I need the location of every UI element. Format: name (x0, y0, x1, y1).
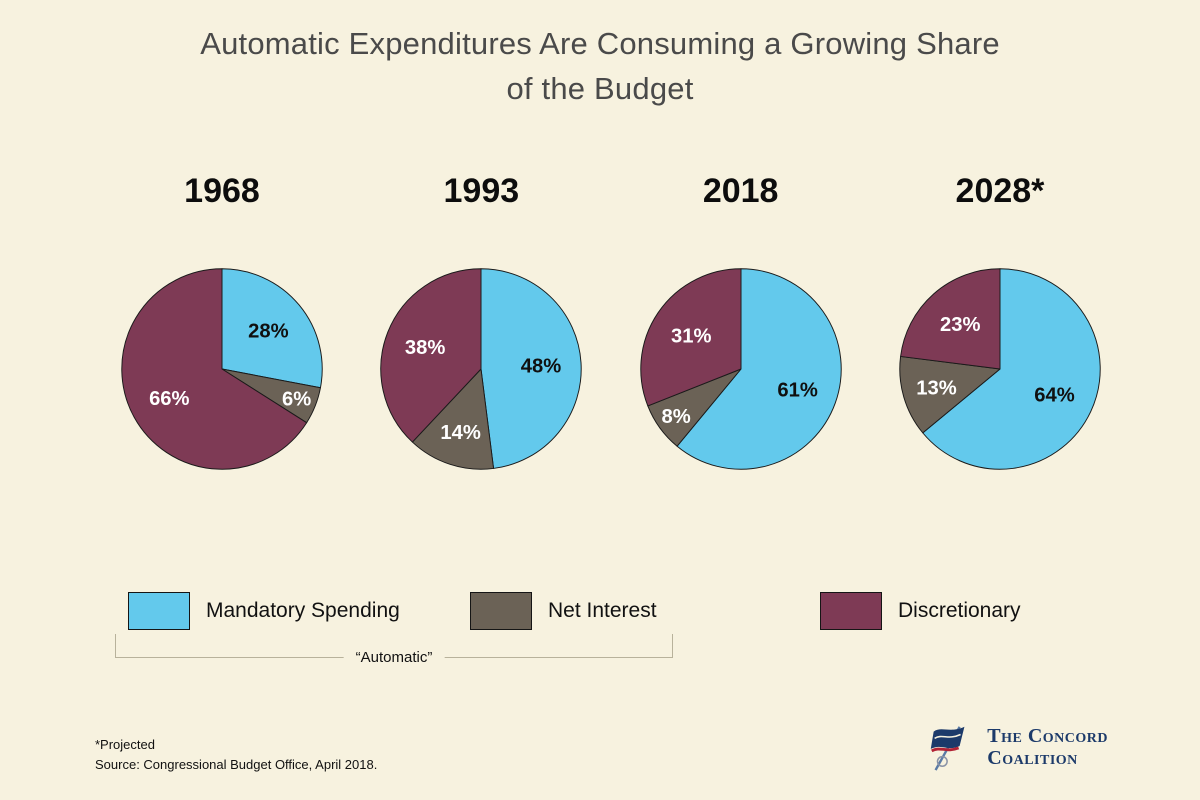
legend-item-net-interest: Net Interest (470, 592, 657, 630)
pie-chart-1993: 48% 14% 38% (375, 263, 587, 475)
footnotes: *Projected Source: Congressional Budget … (95, 735, 377, 775)
pie-block-1968: 1968 28% 6% 66% (111, 172, 333, 475)
concord-coalition-logo: The Concord Coalition (923, 722, 1108, 772)
pie-chart-2028: 64% 13% 23% (894, 263, 1106, 475)
legend-label-mandatory: Mandatory Spending (206, 599, 400, 622)
pie-slice-discretionary (900, 268, 1001, 370)
legend-item-mandatory: Mandatory Spending (128, 592, 400, 630)
pie-slice-mandatory (676, 268, 842, 470)
pie-slice-discretionary (380, 268, 482, 443)
automatic-bracket: “Automatic” (115, 634, 673, 666)
pie-slice-label-net_interest: 14% (441, 422, 481, 444)
chart-title: Automatic Expenditures Are Consuming a G… (0, 22, 1200, 112)
pie-slice-label-mandatory: 61% (777, 379, 817, 401)
pie-slice-label-discretionary: 23% (940, 314, 980, 336)
pie-slice-discretionary (639, 268, 742, 407)
pie-slice-label-mandatory: 48% (521, 355, 561, 377)
pie-slice-label-net_interest: 13% (916, 377, 956, 399)
pie-slice-mandatory (480, 268, 582, 469)
pie-slice-label-discretionary: 38% (405, 337, 445, 359)
logo-text-line2: Coalition (987, 747, 1078, 769)
pie-charts-row: 1968 28% 6% 66% 1993 48% 14% 38% 2018 61% 8% 3… (111, 172, 1111, 475)
footnote-projected: *Projected (95, 737, 155, 752)
legend-swatch-net-interest (470, 592, 532, 630)
pie-slice-discretionary (121, 268, 308, 470)
pie-block-2028: 2028* 64% 13% 23% (889, 172, 1111, 475)
legend-label-discretionary: Discretionary (898, 599, 1021, 622)
pie-year-label-2028: 2028* (955, 172, 1045, 210)
legend-swatch-discretionary (820, 592, 882, 630)
automatic-bracket-label: “Automatic” (343, 649, 445, 666)
pie-slice-label-net_interest: 6% (282, 389, 311, 411)
pie-chart-1968: 28% 6% 66% (116, 263, 328, 475)
pie-slice-label-discretionary: 31% (671, 325, 711, 347)
pie-year-label-2018: 2018 (702, 172, 779, 210)
legend-swatch-mandatory (128, 592, 190, 630)
logo-text-line1: The Concord (987, 725, 1108, 747)
concord-coalition-logo-icon (931, 726, 965, 771)
chart-title-line2: of the Budget (506, 70, 694, 106)
pie-year-label-1993: 1993 (443, 172, 520, 210)
footnote-source: Source: Congressional Budget Office, Apr… (95, 757, 378, 773)
pie-slice-label-discretionary: 66% (149, 388, 189, 410)
pie-slice-net_interest (899, 355, 1001, 434)
concord-coalition-logo-text: The Concord Coalition (987, 725, 1108, 769)
pie-slice-label-mandatory: 64% (1034, 385, 1074, 407)
pie-block-2018: 2018 61% 8% 31% (630, 172, 852, 475)
pie-slice-mandatory (922, 268, 1101, 470)
chart-title-line1: Automatic Expenditures Are Consuming a G… (200, 26, 1000, 61)
legend-label-net-interest: Net Interest (548, 599, 657, 622)
pie-chart-2018: 61% 8% 31% (635, 263, 847, 475)
legend-item-discretionary: Discretionary (820, 592, 1021, 630)
pie-slice-net_interest (412, 368, 495, 470)
pie-slice-mandatory (221, 268, 323, 389)
pie-slice-label-mandatory: 28% (248, 321, 288, 343)
pie-slice-label-net_interest: 8% (661, 406, 690, 428)
pie-year-label-1968: 1968 (184, 172, 260, 210)
pie-block-1993: 1993 48% 14% 38% (370, 172, 592, 475)
